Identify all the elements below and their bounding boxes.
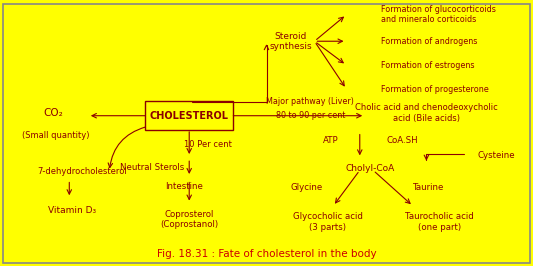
Text: Formation of progesterone: Formation of progesterone bbox=[381, 85, 489, 94]
FancyBboxPatch shape bbox=[145, 101, 233, 130]
Text: Glycocholic acid
(3 parts): Glycocholic acid (3 parts) bbox=[293, 213, 363, 232]
Text: Neutral Sterols: Neutral Sterols bbox=[119, 163, 184, 172]
Text: Steroid
synthesis: Steroid synthesis bbox=[269, 32, 312, 51]
Text: Taurocholic acid
(one part): Taurocholic acid (one part) bbox=[406, 213, 474, 232]
Text: ATP: ATP bbox=[323, 136, 338, 146]
Text: 80 to 90 per cent: 80 to 90 per cent bbox=[276, 111, 345, 120]
Text: Vitamin D₃: Vitamin D₃ bbox=[48, 206, 96, 215]
Text: Glycine: Glycine bbox=[290, 183, 322, 192]
Text: CO₂: CO₂ bbox=[43, 108, 63, 118]
Text: 7-dehydrocholesterol: 7-dehydrocholesterol bbox=[38, 167, 127, 176]
FancyBboxPatch shape bbox=[3, 4, 530, 263]
Text: CHOLESTEROL: CHOLESTEROL bbox=[150, 111, 229, 121]
Text: Formation of glucocorticoids
and mineralo corticoids: Formation of glucocorticoids and mineral… bbox=[381, 5, 496, 24]
Text: Cysteine: Cysteine bbox=[477, 151, 515, 160]
Text: Formation of estrogens: Formation of estrogens bbox=[381, 61, 474, 70]
Text: Taurine: Taurine bbox=[413, 183, 445, 192]
Text: Fig. 18.31 : Fate of cholesterol in the body: Fig. 18.31 : Fate of cholesterol in the … bbox=[157, 249, 376, 259]
Text: Major pathway (Liver): Major pathway (Liver) bbox=[266, 97, 354, 106]
Text: (Small quantity): (Small quantity) bbox=[22, 131, 90, 140]
Text: Intestine: Intestine bbox=[165, 182, 203, 191]
Text: Cholic acid and chenodeoxycholic
acid (Bile acids): Cholic acid and chenodeoxycholic acid (B… bbox=[355, 103, 498, 123]
Text: 10 Per cent: 10 Per cent bbox=[184, 140, 232, 149]
Text: CoA.SH: CoA.SH bbox=[386, 136, 418, 146]
Text: Cholyl-CoA: Cholyl-CoA bbox=[346, 164, 395, 173]
Text: Formation of androgens: Formation of androgens bbox=[381, 37, 478, 46]
Text: Coprosterol
(Coprostanol): Coprosterol (Coprostanol) bbox=[160, 210, 219, 229]
